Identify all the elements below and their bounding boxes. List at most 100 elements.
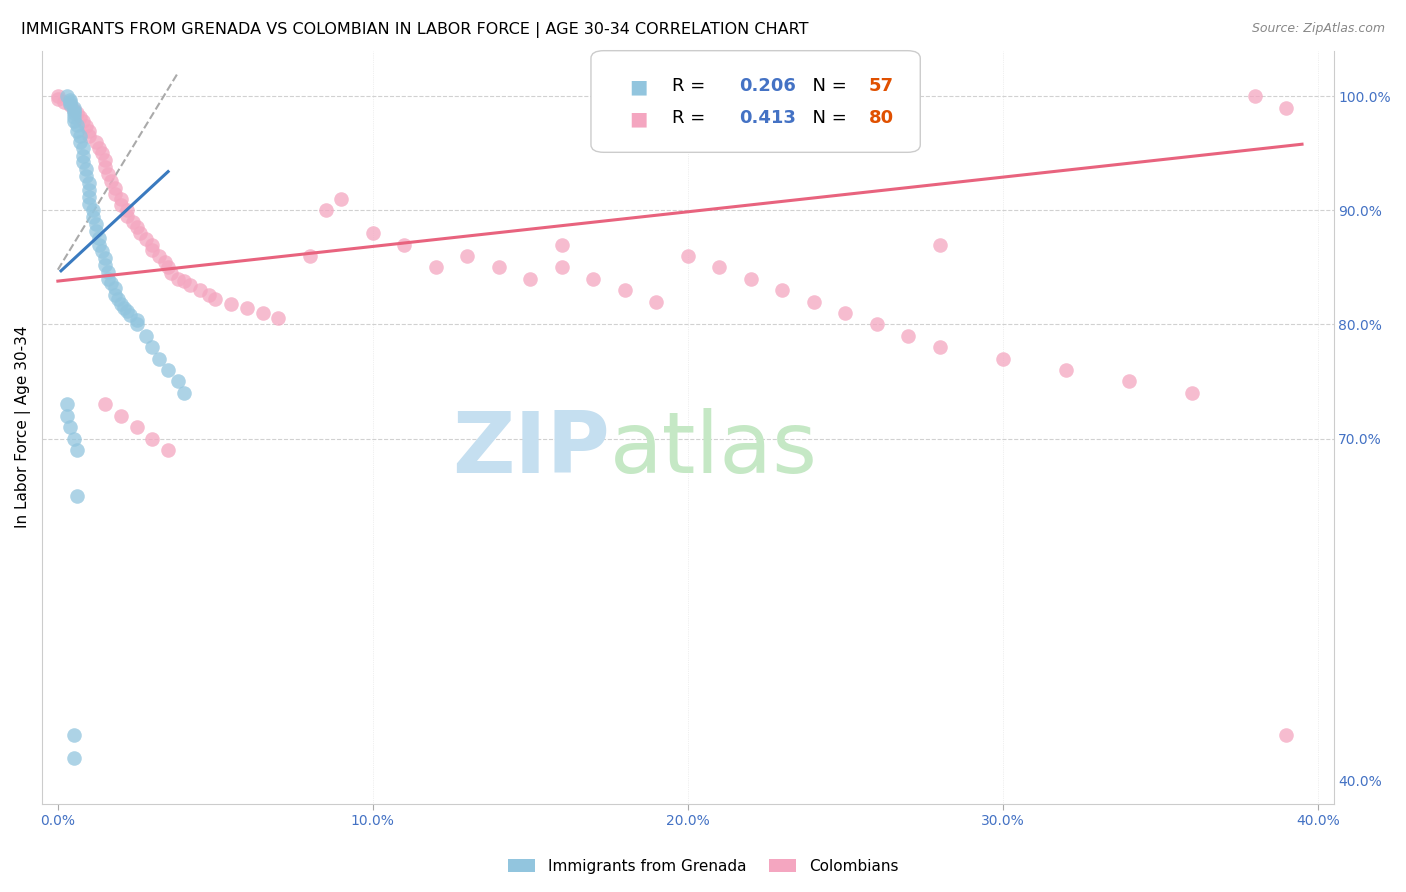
Text: atlas: atlas [610, 409, 818, 491]
Point [62, 110, 84, 124]
Point [91, 244, 114, 259]
Point [834, 306, 856, 320]
Point [1118, 375, 1140, 389]
Point [1243, 89, 1265, 103]
Text: IMMIGRANTS FROM GRENADA VS COLOMBIAN IN LABOR FORCE | AGE 30-34 CORRELATION CHAR: IMMIGRANTS FROM GRENADA VS COLOMBIAN IN … [21, 22, 808, 38]
Point [110, 192, 132, 206]
Point [928, 237, 950, 252]
Point [135, 232, 157, 246]
Point [46, 89, 69, 103]
Point [179, 277, 201, 292]
Point [66, 489, 89, 503]
Point [361, 226, 384, 240]
Point [166, 272, 188, 286]
Point [676, 249, 699, 263]
Point [59, 97, 82, 112]
Point [110, 409, 132, 423]
Point [1181, 385, 1204, 400]
Point [153, 254, 176, 268]
Point [75, 169, 97, 183]
Point [148, 249, 170, 263]
Point [79, 123, 101, 137]
Point [62, 751, 84, 765]
Point [56, 89, 79, 103]
Point [103, 187, 125, 202]
Point [740, 272, 762, 286]
Point [173, 385, 195, 400]
Point [115, 303, 138, 318]
Point [94, 153, 117, 168]
Point [315, 203, 337, 218]
Point [79, 176, 101, 190]
Text: 0.413: 0.413 [740, 110, 796, 128]
Point [79, 196, 101, 211]
Point [551, 260, 574, 275]
Point [100, 174, 122, 188]
Text: Source: ZipAtlas.com: Source: ZipAtlas.com [1251, 22, 1385, 36]
Point [157, 442, 180, 457]
Point [1275, 101, 1298, 115]
Point [157, 363, 180, 377]
Point [125, 318, 148, 332]
Text: ■: ■ [630, 77, 648, 96]
Point [204, 293, 226, 307]
Point [928, 340, 950, 354]
Point [62, 432, 84, 446]
Text: R =: R = [672, 110, 717, 128]
Text: ■: ■ [630, 110, 648, 128]
Point [66, 123, 89, 137]
Point [103, 287, 125, 301]
Point [803, 294, 825, 309]
FancyBboxPatch shape [591, 51, 921, 153]
Point [103, 180, 125, 194]
Point [582, 272, 605, 286]
Point [97, 167, 120, 181]
Point [97, 272, 120, 286]
Point [66, 106, 89, 120]
Text: N =: N = [801, 77, 853, 95]
Point [897, 329, 920, 343]
Point [128, 226, 150, 240]
Point [236, 301, 259, 316]
Point [866, 318, 889, 332]
Point [141, 244, 163, 258]
Point [66, 118, 89, 132]
Point [75, 162, 97, 177]
Point [56, 409, 79, 423]
Point [75, 119, 97, 133]
Text: ZIP: ZIP [453, 409, 610, 491]
Point [72, 148, 94, 162]
Point [125, 220, 148, 235]
Point [488, 260, 510, 275]
Point [115, 203, 138, 218]
Point [173, 274, 195, 288]
Point [298, 249, 321, 263]
Point [62, 728, 84, 742]
Point [330, 192, 353, 206]
Point [84, 224, 107, 238]
Point [1054, 363, 1077, 377]
Point [72, 141, 94, 155]
Point [91, 146, 114, 161]
Point [198, 287, 221, 301]
Point [267, 310, 290, 325]
Point [87, 237, 110, 252]
Point [141, 340, 163, 354]
Point [97, 265, 120, 279]
Point [110, 197, 132, 211]
Point [613, 283, 636, 297]
Point [160, 266, 183, 280]
Point [87, 141, 110, 155]
Point [188, 283, 211, 297]
Point [1275, 728, 1298, 742]
Point [770, 283, 793, 297]
Point [709, 260, 731, 275]
Point [141, 237, 163, 252]
Point [125, 313, 148, 327]
Point [84, 217, 107, 231]
Point [69, 110, 91, 124]
Text: 80: 80 [869, 110, 894, 128]
Point [94, 397, 117, 411]
Point [72, 114, 94, 128]
Point [252, 306, 274, 320]
